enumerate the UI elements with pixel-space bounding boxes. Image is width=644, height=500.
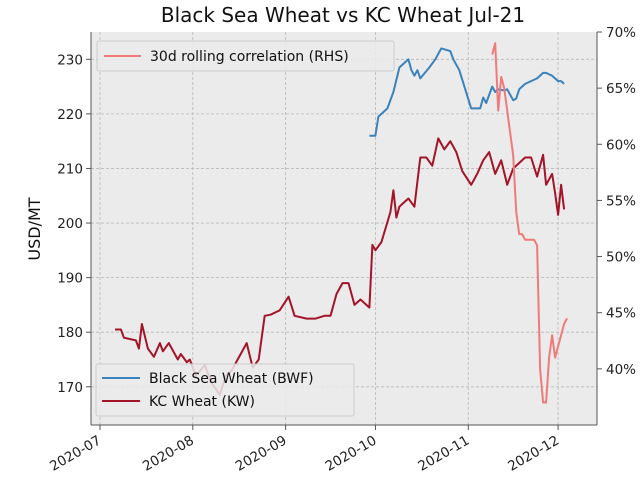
legend-label-kw: KC Wheat (KW)	[149, 394, 255, 410]
x-tick-label: 2020-08	[140, 433, 197, 475]
series-layer	[115, 42, 568, 404]
legend-label-bwf: Black Sea Wheat (BWF)	[149, 371, 314, 387]
y-tick-label: 210	[57, 161, 83, 177]
x-tick-label: 2020-07	[47, 433, 104, 475]
y2-tick-label: 65%	[606, 81, 636, 97]
legend-upper: 30d rolling correlation (RHS)	[96, 40, 395, 72]
series-line-corr	[491, 42, 568, 404]
y-tick-label: 220	[57, 107, 83, 123]
y-axis-label: USD/MT	[25, 197, 44, 260]
y2-tick-label: 45%	[606, 306, 636, 322]
x-tick-label: 2020-11	[415, 433, 472, 475]
y-tick-label: 170	[57, 380, 83, 396]
y2-tick-label: 50%	[606, 250, 636, 266]
legend-label-corr: 30d rolling correlation (RHS)	[150, 49, 349, 65]
x-tick-label: 2020-10	[323, 433, 380, 475]
y2-tick-label: 60%	[606, 137, 636, 153]
series-line-bwf	[369, 47, 565, 137]
y-tick-label: 180	[57, 325, 83, 341]
y-tick-label: 230	[57, 52, 83, 68]
y2-tick-label: 70%	[606, 25, 636, 41]
y-tick-label: 190	[57, 271, 83, 287]
series-line-kw	[115, 137, 566, 396]
y2-tick-label: 55%	[606, 193, 636, 209]
x-tick-label: 2020-09	[233, 433, 290, 475]
legend-lower: Black Sea Wheat (BWF) KC Wheat (KW)	[95, 363, 355, 417]
x-tick-label: 2020-12	[505, 433, 562, 475]
y-tick-label: 200	[57, 216, 83, 232]
y2-tick-label: 40%	[606, 362, 636, 378]
chart-title: Black Sea Wheat vs KC Wheat Jul-21	[161, 3, 525, 27]
